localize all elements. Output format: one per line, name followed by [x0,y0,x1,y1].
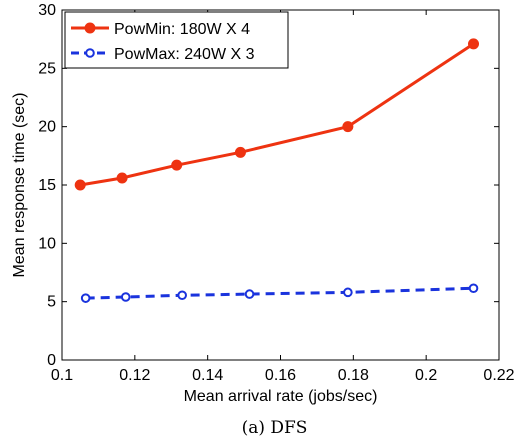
series-2-point [344,289,352,297]
x-tick-label: 0.18 [338,367,369,384]
series-1-point [343,122,352,131]
legend-marker-2 [86,49,94,57]
y-axis-label: Mean response time (sec) [11,93,28,278]
series-2-point [122,293,130,301]
legend-entry-1: PowMin: 180W X 4 [114,21,250,38]
series-2-point [470,284,478,292]
legend-entry-2: PowMax: 240W X 3 [114,46,255,63]
y-tick-label: 30 [38,2,56,19]
series-1-point [76,181,85,190]
x-axis-label: Mean arrival rate (jobs/sec) [184,388,378,405]
series-1-point [236,148,245,157]
x-tick-label: 0.1 [51,367,73,384]
x-tick-label: 0.12 [119,367,150,384]
x-tick-label: 0.22 [483,367,514,384]
y-tick-label: 0 [47,352,56,369]
series-1-point [118,174,127,183]
x-tick-label: 0.16 [265,367,296,384]
y-tick-label: 15 [38,177,56,194]
figure-caption: (a) DFS [242,418,308,438]
x-tick-label: 0.14 [192,367,223,384]
x-tick-label: 0.2 [415,367,437,384]
legend-marker-1 [86,24,95,33]
legend: PowMin: 180W X 4 PowMax: 240W X 3 [65,12,288,68]
y-tick-label: 25 [38,60,56,77]
series-1-point [172,161,181,170]
series-line-2 [86,288,474,298]
series-1-point [469,39,478,48]
series-2-point [82,294,90,302]
y-tick-label: 20 [38,119,56,136]
series-2-point [178,291,186,299]
plot-marks [76,39,478,302]
y-tick-label: 5 [47,294,56,311]
y-tick-label: 10 [38,235,56,252]
series-2-point [246,290,254,298]
